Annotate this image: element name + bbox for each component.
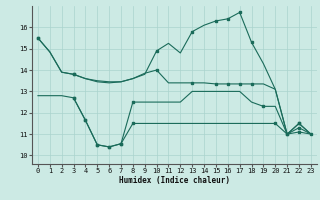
X-axis label: Humidex (Indice chaleur): Humidex (Indice chaleur) [119, 176, 230, 185]
